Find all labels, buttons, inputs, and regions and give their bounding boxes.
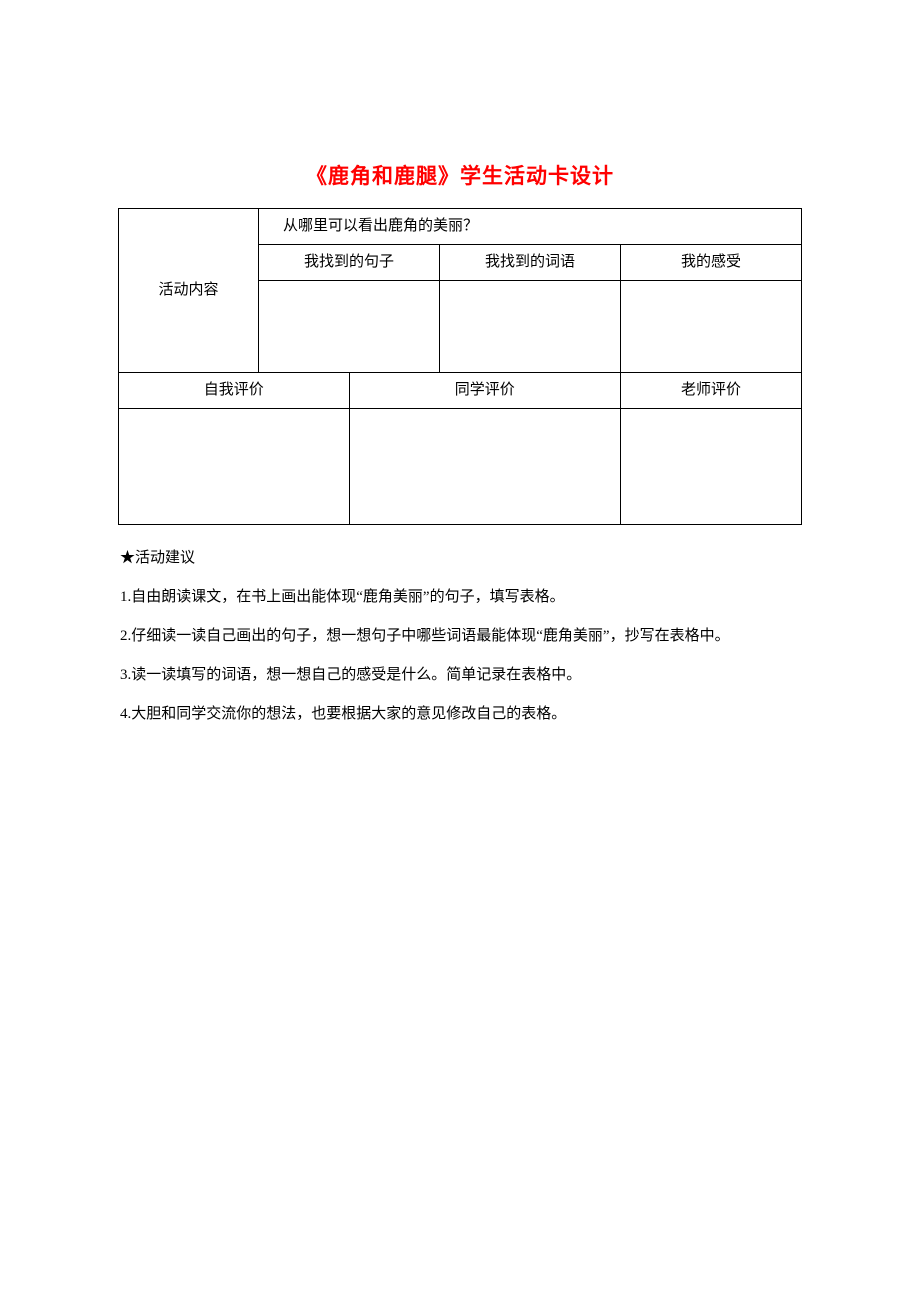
col-header-word: 我找到的词语: [440, 245, 621, 281]
col-header-sentence: 我找到的句子: [259, 245, 440, 281]
suggestions-heading: ★活动建议: [120, 539, 802, 578]
eval-answer-row: [119, 409, 802, 525]
suggestion-item-2: 2.仔细读一读自己画出的句子，想一想句子中哪些词语最能体现“鹿角美丽”，抄写在表…: [120, 617, 802, 656]
eval-self-cell[interactable]: [119, 409, 350, 525]
suggestion-item-1: 1.自由朗读课文，在书上画出能体现“鹿角美丽”的句子，填写表格。: [120, 578, 802, 617]
activity-table: 活动内容 从哪里可以看出鹿角的美丽？ 我找到的句子 我找到的词语 我的感受 自我…: [118, 208, 802, 525]
eval-teacher-label: 老师评价: [621, 373, 802, 409]
eval-self-label: 自我评价: [119, 373, 350, 409]
question-cell: 从哪里可以看出鹿角的美丽？: [259, 209, 802, 245]
eval-teacher-cell[interactable]: [621, 409, 802, 525]
answer-word-cell[interactable]: [440, 281, 621, 373]
eval-peer-label: 同学评价: [349, 373, 621, 409]
activity-content-label: 活动内容: [119, 209, 259, 373]
suggestion-item-4: 4.大胆和同学交流你的想法，也要根据大家的意见修改自己的表格。: [120, 695, 802, 734]
answer-feeling-cell[interactable]: [621, 281, 802, 373]
document-title: 《鹿角和鹿腿》学生活动卡设计: [118, 160, 802, 190]
eval-header-row: 自我评价 同学评价 老师评价: [119, 373, 802, 409]
activity-suggestions: ★活动建议 1.自由朗读课文，在书上画出能体现“鹿角美丽”的句子，填写表格。 2…: [118, 539, 802, 734]
col-header-feeling: 我的感受: [621, 245, 802, 281]
answer-sentence-cell[interactable]: [259, 281, 440, 373]
suggestion-item-3: 3.读一读填写的词语，想一想自己的感受是什么。简单记录在表格中。: [120, 656, 802, 695]
question-row: 活动内容 从哪里可以看出鹿角的美丽？: [119, 209, 802, 245]
eval-peer-cell[interactable]: [349, 409, 621, 525]
page-container: 《鹿角和鹿腿》学生活动卡设计 活动内容 从哪里可以看出鹿角的美丽？ 我找到的句子…: [0, 0, 920, 734]
